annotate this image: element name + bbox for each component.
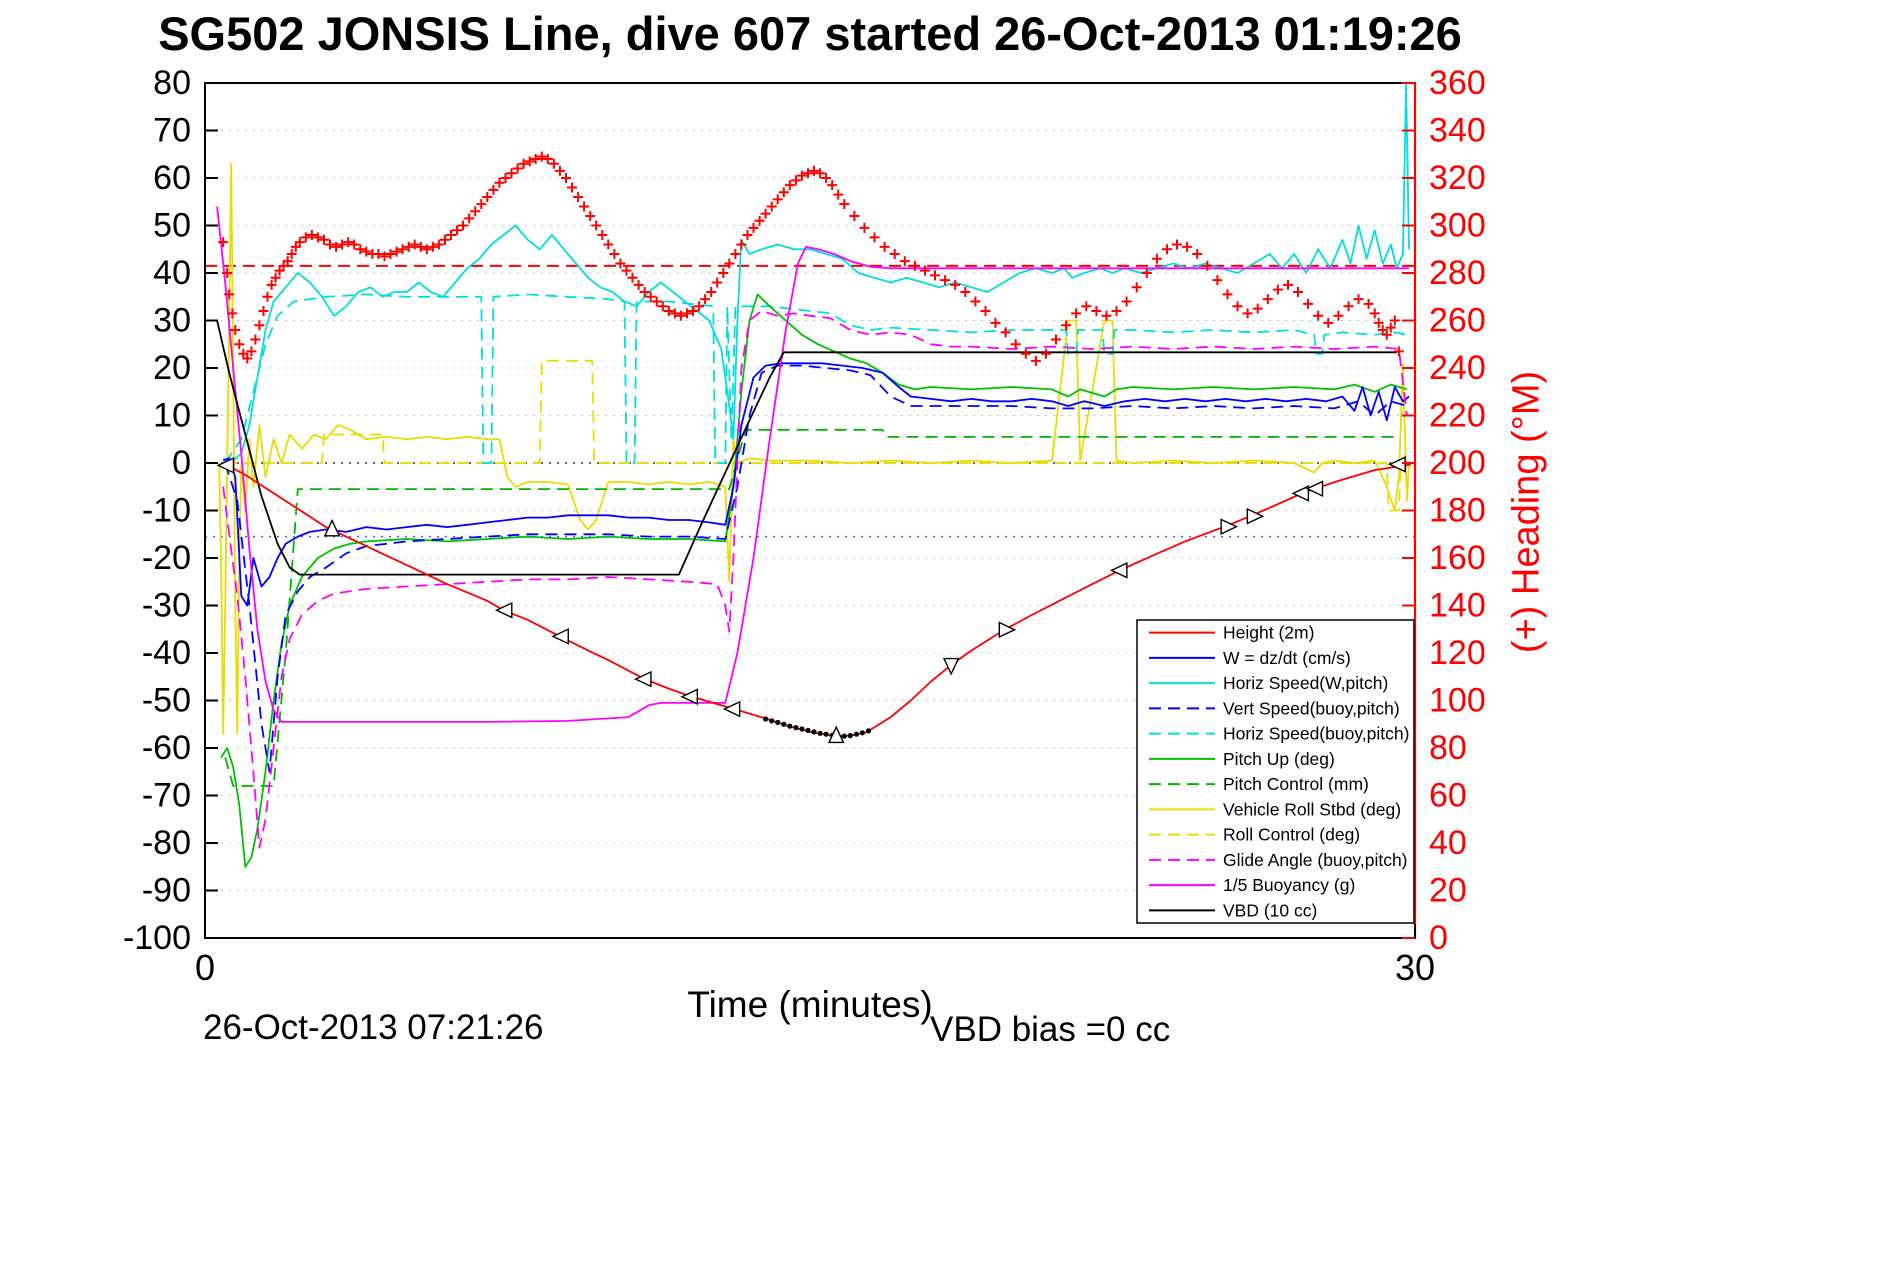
svg-text:300: 300: [1429, 207, 1486, 245]
svg-text:360: 360: [1429, 64, 1486, 102]
x-axis: 0 30: [195, 924, 1435, 988]
vbd-bias-note: VBD bias =0 cc: [930, 1010, 1171, 1049]
maneuver-triangle-icon: [1246, 507, 1265, 525]
legend-label-horiz_speed_buoy: Horiz Speed(buoy,pitch): [1223, 724, 1409, 744]
svg-text:40: 40: [1429, 824, 1467, 862]
maneuver-triangle-icon: [1305, 480, 1324, 497]
series-height_samples: [763, 716, 872, 739]
maneuver-markers: [216, 456, 1406, 744]
svg-text:-100: -100: [123, 919, 191, 957]
maneuver-triangle-icon: [551, 628, 569, 645]
maneuver-triangle-icon: [633, 670, 652, 688]
svg-text:220: 220: [1429, 397, 1486, 435]
svg-text:-30: -30: [142, 587, 191, 625]
legend-label-w: W = dz/dt (cm/s): [1223, 648, 1351, 668]
svg-text:50: 50: [153, 207, 191, 245]
svg-text:320: 320: [1429, 159, 1486, 197]
legend-label-buoyancy: 1/5 Buoyancy (g): [1223, 875, 1355, 895]
maneuver-triangle-icon: [942, 657, 960, 676]
svg-text:280: 280: [1429, 254, 1486, 292]
svg-text:20: 20: [153, 349, 191, 387]
maneuver-triangle-icon: [998, 621, 1017, 639]
chart-title: SG502 JONSIS Line, dive 607 started 26-O…: [158, 7, 1462, 60]
legend-label-height: Height (2m): [1223, 623, 1314, 643]
maneuver-triangle-icon: [323, 518, 341, 537]
svg-text:140: 140: [1429, 587, 1486, 625]
series-pitch_up: [220, 293, 1408, 868]
svg-text:-60: -60: [142, 729, 191, 767]
maneuver-triangle-icon: [494, 601, 513, 619]
maneuver-triangle-icon: [722, 700, 741, 718]
dive-end-datetime: 26-Oct-2013 07:21:26: [203, 1008, 544, 1047]
svg-text:-10: -10: [142, 492, 191, 530]
svg-text:340: 340: [1429, 112, 1486, 150]
svg-text:-70: -70: [142, 777, 191, 815]
legend-label-glide_angle: Glide Angle (buoy,pitch): [1223, 850, 1408, 870]
svg-text:-20: -20: [142, 539, 191, 577]
svg-text:-90: -90: [142, 872, 191, 910]
series-horiz_speed_w: [222, 82, 1410, 462]
maneuver-triangle-icon: [1291, 485, 1310, 502]
maneuver-triangle-icon: [216, 457, 235, 474]
svg-text:60: 60: [1429, 777, 1467, 815]
series-vehicle_roll: [218, 162, 1410, 735]
right-axis: 0 20 40 60 80 100 120 140 160 180 200 220 240 260 280 3…: [1402, 64, 1486, 957]
series-pitch_control: [224, 428, 1399, 787]
maneuver-triangle-icon: [1109, 562, 1128, 579]
svg-text:240: 240: [1429, 349, 1486, 387]
legend-label-vert_speed_buoy: Vert Speed(buoy,pitch): [1223, 698, 1400, 718]
left-axis: -100-90-80-70-60-50-40-30-20-10010203040…: [123, 64, 218, 957]
legend-box: [1136, 619, 1415, 924]
svg-text:-50: -50: [142, 682, 191, 720]
maneuver-triangle-icon: [1388, 456, 1406, 473]
svg-text:10: 10: [153, 397, 191, 435]
legend-label-pitch_control: Pitch Control (mm): [1223, 774, 1369, 794]
legend-label-pitch_up: Pitch Up (deg): [1223, 749, 1335, 769]
series-w: [222, 362, 1410, 607]
svg-text:100: 100: [1429, 682, 1486, 720]
legend-label-roll_control: Roll Control (deg): [1223, 825, 1360, 845]
right-axis-label: (+) Heading (°M): [1505, 370, 1548, 654]
svg-text:60: 60: [153, 159, 191, 197]
maneuver-triangle-icon: [1220, 518, 1239, 535]
legend-label-horiz_speed_w: Horiz Speed(W,pitch): [1223, 673, 1388, 693]
legend-label-vbd: VBD (10 cc): [1223, 900, 1317, 920]
legend-label-vehicle_roll: Vehicle Roll Stbd (deg): [1223, 799, 1401, 819]
series-vert_speed_buoy: [224, 364, 1408, 773]
series-roll_control: [225, 360, 1407, 512]
svg-text:80: 80: [1429, 729, 1467, 767]
series-vbd: [216, 320, 1397, 576]
svg-text:30: 30: [153, 302, 191, 340]
x-axis-label: Time (minutes): [687, 984, 933, 1025]
svg-text:0: 0: [195, 947, 215, 988]
svg-text:120: 120: [1429, 634, 1486, 672]
maneuver-triangle-icon: [827, 725, 845, 744]
svg-text:0: 0: [1429, 919, 1448, 957]
svg-text:0: 0: [172, 444, 191, 482]
svg-text:160: 160: [1429, 539, 1486, 577]
series-glide_angle: [222, 310, 1408, 849]
svg-text:80: 80: [153, 64, 191, 102]
svg-text:70: 70: [153, 112, 191, 150]
svg-text:40: 40: [153, 254, 191, 292]
legend: Height (2m) W = dz/dt (cm/s) Horiz Speed(W…: [1136, 619, 1415, 924]
series-heading: [218, 151, 1404, 366]
svg-text:-80: -80: [142, 824, 191, 862]
maneuver-triangle-icon: [680, 688, 699, 706]
svg-text:20: 20: [1429, 872, 1467, 910]
series-buoyancy: [216, 206, 1409, 723]
svg-text:200: 200: [1429, 444, 1486, 482]
svg-text:260: 260: [1429, 302, 1486, 340]
svg-text:-40: -40: [142, 634, 191, 672]
svg-text:180: 180: [1429, 492, 1486, 530]
svg-text:30: 30: [1395, 947, 1435, 988]
